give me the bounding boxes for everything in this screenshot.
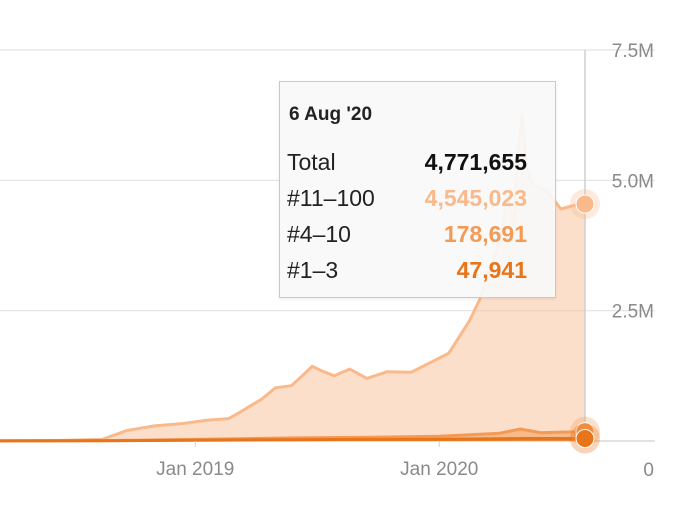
tooltip-value: 4,545,023: [424, 185, 527, 211]
tooltip-value: 4,771,655: [424, 149, 527, 175]
tooltip-row-1-3: #1–3 47,941: [287, 257, 527, 287]
tooltip-value: 178,691: [443, 221, 527, 247]
tooltip-label: #1–3: [287, 257, 339, 283]
y-tick-label: 0: [643, 460, 654, 481]
tooltip-value: 47,941: [456, 257, 527, 283]
y-tick-label: 7.5M: [612, 41, 654, 62]
y-tick-label: 2.5M: [612, 302, 654, 323]
x-tick-label: Jan 2020: [400, 459, 478, 480]
tooltip-label: Total: [287, 149, 336, 175]
tooltip: 6 Aug '20 Total 4,771,655 #11–100 4,545,…: [279, 81, 556, 298]
tooltip-label: #11–100: [287, 185, 375, 211]
tooltip-row-total: Total 4,771,655: [287, 149, 527, 179]
series-line: [0, 437, 585, 443]
x-tick-label: Jan 2019: [156, 459, 234, 480]
y-axis-ticks: 0 2.5M 5.0M 7.5M: [612, 41, 654, 481]
data-point-marker[interactable]: [575, 429, 595, 449]
x-axis-ticks: Jan 2019 Jan 2020: [156, 441, 478, 480]
tooltip-row-11-100: #11–100 4,545,023: [287, 185, 527, 215]
y-tick-label: 5.0M: [612, 171, 654, 192]
tooltip-row-4-10: #4–10 178,691: [287, 221, 527, 251]
hover-markers[interactable]: [570, 189, 600, 454]
tooltip-label: #4–10: [287, 221, 351, 247]
tooltip-date: 6 Aug '20: [289, 104, 373, 125]
data-point-marker[interactable]: [575, 194, 595, 214]
